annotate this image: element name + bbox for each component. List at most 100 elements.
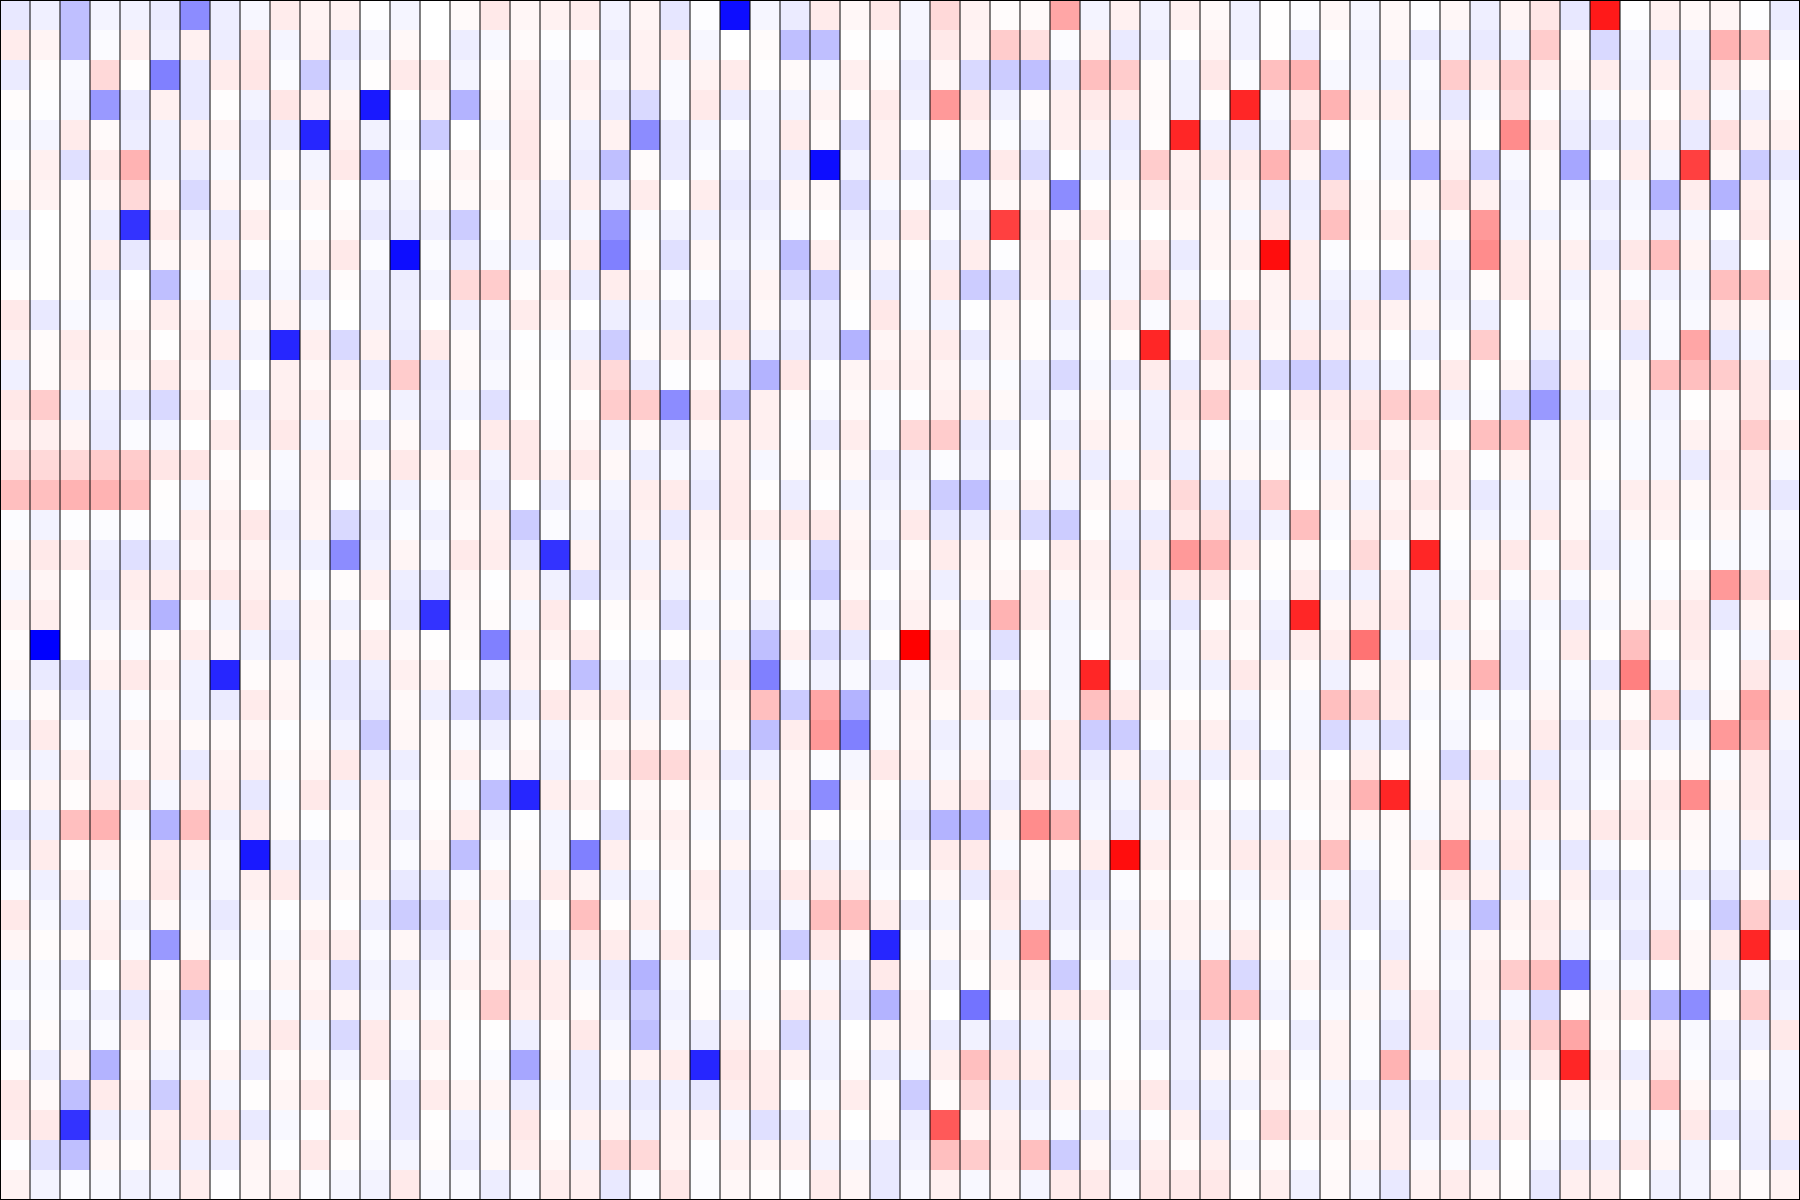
- heatmap-cell: [1080, 1020, 1111, 1051]
- heatmap-cell: [720, 60, 751, 91]
- heatmap-cell: [150, 180, 181, 211]
- heatmap-cell: [1590, 420, 1621, 451]
- heatmap-cell: [420, 30, 451, 61]
- heatmap-cell: [720, 630, 751, 661]
- heatmap-cell: [1740, 720, 1771, 751]
- heatmap-cell: [1740, 1050, 1771, 1081]
- heatmap-cell: [1650, 360, 1681, 391]
- heatmap-cell: [840, 930, 871, 961]
- heatmap-cell: [1020, 210, 1051, 241]
- heatmap-cell: [780, 300, 811, 331]
- heatmap-cell: [540, 390, 571, 421]
- heatmap-cell: [1320, 1170, 1351, 1200]
- heatmap-cell: [840, 240, 871, 271]
- heatmap-cell: [420, 810, 451, 841]
- heatmap-cell: [570, 180, 601, 211]
- heatmap-cell: [540, 270, 571, 301]
- heatmap-cell: [690, 1110, 721, 1141]
- heatmap-cell: [600, 360, 631, 391]
- heatmap-cell: [1230, 510, 1261, 541]
- heatmap-cell: [1440, 390, 1471, 421]
- heatmap-cell: [1740, 60, 1771, 91]
- heatmap-cell: [1320, 840, 1351, 871]
- heatmap-cell: [1410, 1050, 1441, 1081]
- heatmap-cell: [1710, 1020, 1741, 1051]
- heatmap-cell: [690, 840, 721, 871]
- heatmap-cell: [300, 750, 331, 781]
- heatmap-cell: [180, 510, 211, 541]
- heatmap-cell: [240, 420, 271, 451]
- heatmap-cell: [1650, 990, 1681, 1021]
- heatmap-cell: [540, 210, 571, 241]
- heatmap-cell: [1680, 30, 1711, 61]
- heatmap-cell: [1560, 720, 1591, 751]
- heatmap-cell: [1260, 120, 1291, 151]
- heatmap-cell: [1740, 240, 1771, 271]
- heatmap-cell: [930, 1170, 961, 1200]
- heatmap-cell: [750, 720, 781, 751]
- heatmap-cell: [1590, 1140, 1621, 1171]
- heatmap-cell: [1290, 990, 1321, 1021]
- heatmap-cell: [1620, 900, 1651, 931]
- heatmap-cell: [1740, 390, 1771, 421]
- heatmap-cell: [120, 870, 151, 901]
- heatmap-cell: [570, 900, 601, 931]
- heatmap-cell: [1650, 240, 1681, 271]
- heatmap-cell: [150, 300, 181, 331]
- heatmap-cell: [0, 300, 31, 331]
- heatmap-cell: [480, 990, 511, 1021]
- heatmap-cell: [180, 900, 211, 931]
- heatmap-cell: [750, 30, 781, 61]
- heatmap-cell: [1740, 840, 1771, 871]
- heatmap-cell: [1620, 240, 1651, 271]
- heatmap-cell: [1020, 990, 1051, 1021]
- heatmap-cell: [1650, 150, 1681, 181]
- heatmap-cell: [750, 330, 781, 361]
- heatmap-cell: [1710, 870, 1741, 901]
- heatmap-cell: [1590, 780, 1621, 811]
- heatmap-cell: [1260, 180, 1291, 211]
- heatmap-cell: [30, 480, 61, 511]
- heatmap-cell: [960, 870, 991, 901]
- heatmap-cell: [1170, 210, 1201, 241]
- heatmap-cell: [420, 0, 451, 31]
- heatmap-cell: [1680, 780, 1711, 811]
- heatmap-cell: [900, 90, 931, 121]
- heatmap-cell: [840, 1170, 871, 1200]
- heatmap-cell: [1650, 690, 1681, 721]
- heatmap-cell: [360, 0, 391, 31]
- heatmap-cell: [1620, 330, 1651, 361]
- heatmap-cell: [780, 1110, 811, 1141]
- heatmap-cell: [330, 510, 361, 541]
- heatmap-cell: [1110, 390, 1141, 421]
- heatmap-cell: [90, 840, 121, 871]
- heatmap-cell: [480, 750, 511, 781]
- heatmap-cell: [420, 570, 451, 601]
- heatmap-cell: [60, 570, 91, 601]
- heatmap-cell: [390, 990, 421, 1021]
- heatmap-cell: [660, 810, 691, 841]
- heatmap-cell: [870, 540, 901, 571]
- heatmap-cell: [990, 60, 1021, 91]
- heatmap-cell: [1470, 810, 1501, 841]
- heatmap-cell: [0, 90, 31, 121]
- heatmap-cell: [1140, 210, 1171, 241]
- heatmap-cell: [990, 150, 1021, 181]
- heatmap-cell: [1140, 300, 1171, 331]
- heatmap-cell: [1590, 240, 1621, 271]
- heatmap-cell: [690, 510, 721, 541]
- heatmap-cell: [510, 210, 541, 241]
- heatmap-cell: [1530, 780, 1561, 811]
- heatmap-cell: [1770, 210, 1800, 241]
- heatmap-cell: [150, 840, 181, 871]
- heatmap-cell: [1770, 300, 1800, 331]
- heatmap-cell: [1200, 1110, 1231, 1141]
- heatmap-cell: [690, 660, 721, 691]
- heatmap-cell: [420, 90, 451, 121]
- heatmap-cell: [900, 1050, 931, 1081]
- heatmap-cell: [1380, 150, 1411, 181]
- heatmap-cell: [930, 720, 961, 751]
- heatmap-cell: [600, 0, 631, 31]
- heatmap-cell: [540, 480, 571, 511]
- heatmap-cell: [420, 60, 451, 91]
